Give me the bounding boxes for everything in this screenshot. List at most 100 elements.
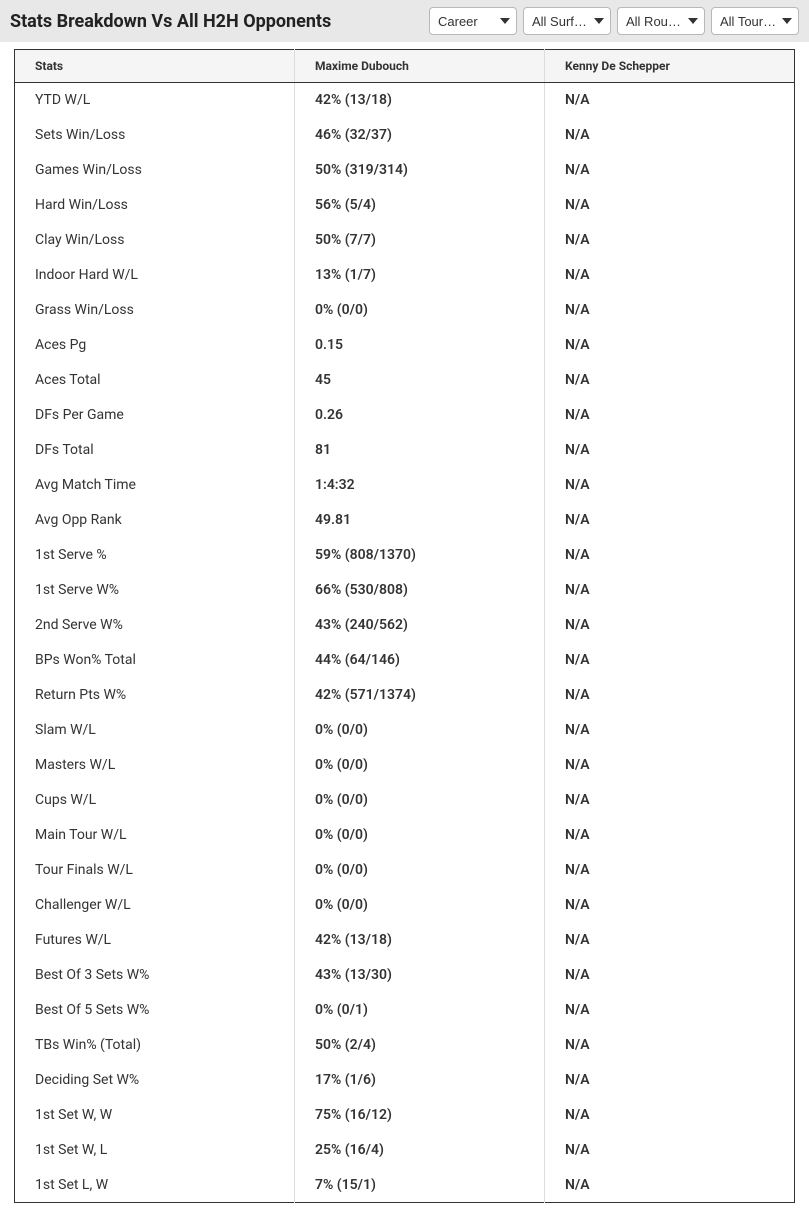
- table-row: Avg Opp Rank49.81N/A: [15, 503, 795, 538]
- player1-value-cell: 81: [295, 433, 545, 468]
- table-row: Clay Win/Loss50% (7/7)N/A: [15, 223, 795, 258]
- player2-value-cell: N/A: [545, 678, 795, 713]
- player2-value-cell: N/A: [545, 958, 795, 993]
- table-row: Futures W/L42% (13/18)N/A: [15, 923, 795, 958]
- player1-value-cell: 59% (808/1370): [295, 538, 545, 573]
- table-row: Hard Win/Loss56% (5/4)N/A: [15, 188, 795, 223]
- player2-value-cell: N/A: [545, 363, 795, 398]
- player2-value-cell: N/A: [545, 713, 795, 748]
- table-row: Best Of 5 Sets W%0% (0/1)N/A: [15, 993, 795, 1028]
- table-header-row: Stats Maxime Dubouch Kenny De Schepper: [15, 50, 795, 83]
- player1-value-cell: 42% (13/18): [295, 83, 545, 118]
- player2-value-cell: N/A: [545, 503, 795, 538]
- header-bar: Stats Breakdown Vs All H2H Opponents Car…: [0, 0, 809, 42]
- stat-name-cell: Hard Win/Loss: [15, 188, 295, 223]
- player2-value-cell: N/A: [545, 153, 795, 188]
- player1-value-cell: 45: [295, 363, 545, 398]
- player2-value-cell: N/A: [545, 888, 795, 923]
- player1-value-cell: 25% (16/4): [295, 1133, 545, 1168]
- player2-value-cell: N/A: [545, 748, 795, 783]
- stat-name-cell: 1st Serve %: [15, 538, 295, 573]
- table-row: DFs Per Game0.26N/A: [15, 398, 795, 433]
- stat-name-cell: YTD W/L: [15, 83, 295, 118]
- player1-value-cell: 0% (0/1): [295, 993, 545, 1028]
- player2-value-cell: N/A: [545, 538, 795, 573]
- table-row: 1st Serve W%66% (530/808)N/A: [15, 573, 795, 608]
- stat-name-cell: Return Pts W%: [15, 678, 295, 713]
- table-row: Main Tour W/L0% (0/0)N/A: [15, 818, 795, 853]
- stat-name-cell: DFs Per Game: [15, 398, 295, 433]
- player1-value-cell: 0% (0/0): [295, 818, 545, 853]
- player1-value-cell: 42% (13/18): [295, 923, 545, 958]
- player2-value-cell: N/A: [545, 223, 795, 258]
- stat-name-cell: Challenger W/L: [15, 888, 295, 923]
- player1-value-cell: 56% (5/4): [295, 188, 545, 223]
- player1-value-cell: 75% (16/12): [295, 1098, 545, 1133]
- table-row: Slam W/L0% (0/0)N/A: [15, 713, 795, 748]
- player1-value-cell: 0% (0/0): [295, 783, 545, 818]
- stat-name-cell: BPs Won% Total: [15, 643, 295, 678]
- player2-value-cell: N/A: [545, 118, 795, 153]
- surface-filter[interactable]: All Surf…: [523, 7, 611, 35]
- player1-value-cell: 0.15: [295, 328, 545, 363]
- player1-value-cell: 0% (0/0): [295, 293, 545, 328]
- stat-name-cell: Best Of 5 Sets W%: [15, 993, 295, 1028]
- player2-value-cell: N/A: [545, 1063, 795, 1098]
- player1-value-cell: 46% (32/37): [295, 118, 545, 153]
- stat-name-cell: Futures W/L: [15, 923, 295, 958]
- stat-name-cell: Avg Match Time: [15, 468, 295, 503]
- player1-value-cell: 44% (64/146): [295, 643, 545, 678]
- table-row: Masters W/L0% (0/0)N/A: [15, 748, 795, 783]
- player1-value-cell: 50% (319/314): [295, 153, 545, 188]
- player1-value-cell: 0% (0/0): [295, 748, 545, 783]
- table-row: 2nd Serve W%43% (240/562)N/A: [15, 608, 795, 643]
- stat-name-cell: Slam W/L: [15, 713, 295, 748]
- stat-name-cell: Deciding Set W%: [15, 1063, 295, 1098]
- player1-value-cell: 43% (13/30): [295, 958, 545, 993]
- table-row: 1st Set L, W7% (15/1)N/A: [15, 1168, 795, 1203]
- stat-name-cell: Games Win/Loss: [15, 153, 295, 188]
- player1-value-cell: 17% (1/6): [295, 1063, 545, 1098]
- table-row: TBs Win% (Total)50% (2/4)N/A: [15, 1028, 795, 1063]
- player2-value-cell: N/A: [545, 188, 795, 223]
- stat-name-cell: Main Tour W/L: [15, 818, 295, 853]
- player2-value-cell: N/A: [545, 818, 795, 853]
- tour-filter[interactable]: All Tour…: [711, 7, 799, 35]
- stat-name-cell: 1st Serve W%: [15, 573, 295, 608]
- table-row: Grass Win/Loss0% (0/0)N/A: [15, 293, 795, 328]
- stat-name-cell: Aces Total: [15, 363, 295, 398]
- player1-value-cell: 0% (0/0): [295, 888, 545, 923]
- stat-name-cell: 1st Set W, L: [15, 1133, 295, 1168]
- stat-name-cell: Aces Pg: [15, 328, 295, 363]
- player1-value-cell: 13% (1/7): [295, 258, 545, 293]
- table-container: Stats Maxime Dubouch Kenny De Schepper Y…: [0, 42, 809, 1217]
- stat-name-cell: Indoor Hard W/L: [15, 258, 295, 293]
- stat-name-cell: 2nd Serve W%: [15, 608, 295, 643]
- stat-name-cell: Masters W/L: [15, 748, 295, 783]
- table-row: Games Win/Loss50% (319/314)N/A: [15, 153, 795, 188]
- player1-value-cell: 49.81: [295, 503, 545, 538]
- table-row: Tour Finals W/L0% (0/0)N/A: [15, 853, 795, 888]
- table-row: Avg Match Time1:4:32N/A: [15, 468, 795, 503]
- stat-name-cell: Grass Win/Loss: [15, 293, 295, 328]
- player1-value-cell: 1:4:32: [295, 468, 545, 503]
- period-filter[interactable]: Career: [429, 7, 517, 35]
- player2-value-cell: N/A: [545, 853, 795, 888]
- player1-value-cell: 50% (7/7): [295, 223, 545, 258]
- stat-name-cell: DFs Total: [15, 433, 295, 468]
- player2-value-cell: N/A: [545, 258, 795, 293]
- player1-value-cell: 0.26: [295, 398, 545, 433]
- stat-name-cell: Best Of 3 Sets W%: [15, 958, 295, 993]
- stat-name-cell: Tour Finals W/L: [15, 853, 295, 888]
- table-body: YTD W/L42% (13/18)N/ASets Win/Loss46% (3…: [15, 83, 795, 1203]
- player1-value-cell: 0% (0/0): [295, 853, 545, 888]
- round-filter[interactable]: All Rou…: [617, 7, 705, 35]
- player1-value-cell: 42% (571/1374): [295, 678, 545, 713]
- table-row: Cups W/L0% (0/0)N/A: [15, 783, 795, 818]
- table-row: Deciding Set W%17% (1/6)N/A: [15, 1063, 795, 1098]
- column-header-stat: Stats: [15, 50, 295, 83]
- table-row: 1st Serve %59% (808/1370)N/A: [15, 538, 795, 573]
- table-row: Return Pts W%42% (571/1374)N/A: [15, 678, 795, 713]
- stat-name-cell: Avg Opp Rank: [15, 503, 295, 538]
- stat-name-cell: Cups W/L: [15, 783, 295, 818]
